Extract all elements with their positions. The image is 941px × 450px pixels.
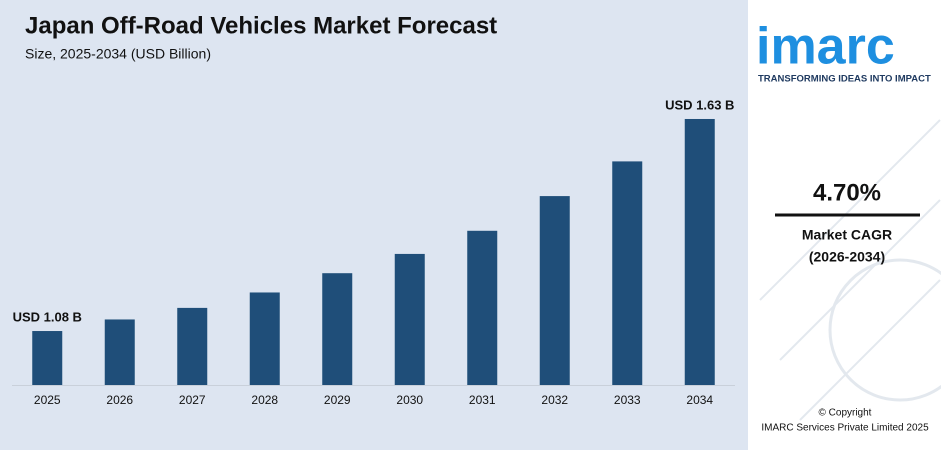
- x-tick-label: 2030: [396, 393, 423, 407]
- bar: [539, 196, 570, 385]
- x-tick-label: 2028: [251, 393, 278, 407]
- chart-title: Japan Off-Road Vehicles Market Forecast: [25, 12, 497, 39]
- cagr-period: (2026-2034): [809, 249, 885, 265]
- bar: [177, 307, 208, 385]
- sidebar-background: [748, 0, 941, 450]
- copyright: © Copyright: [819, 408, 872, 419]
- cagr-value: 4.70%: [813, 179, 881, 206]
- x-tick-label: 2029: [324, 393, 351, 407]
- x-tick-label: 2031: [469, 393, 496, 407]
- x-tick-label: 2026: [106, 393, 133, 407]
- bar: [32, 331, 63, 385]
- bar: [104, 319, 135, 385]
- bar: [612, 161, 643, 385]
- value-label: USD 1.08 B: [13, 309, 82, 324]
- bar: [249, 292, 280, 385]
- value-label: USD 1.63 B: [665, 97, 734, 112]
- x-tick-label: 2034: [686, 393, 713, 407]
- bar: [322, 273, 353, 385]
- x-tick-label: 2027: [179, 393, 206, 407]
- logo: imarc: [756, 18, 895, 76]
- bar: [394, 253, 425, 385]
- company: IMARC Services Private Limited 2025: [761, 423, 929, 434]
- bar: [467, 230, 498, 385]
- x-tick-label: 2032: [541, 393, 568, 407]
- x-tick-label: 2033: [614, 393, 641, 407]
- tagline: TRANSFORMING IDEAS INTO IMPACT: [758, 74, 931, 85]
- x-tick-label: 2025: [34, 393, 61, 407]
- sidebar-decoration: [759, 119, 941, 421]
- bar: [684, 118, 715, 385]
- cagr-label: Market CAGR: [802, 227, 892, 243]
- chart-subtitle: Size, 2025-2034 (USD Billion): [25, 46, 211, 62]
